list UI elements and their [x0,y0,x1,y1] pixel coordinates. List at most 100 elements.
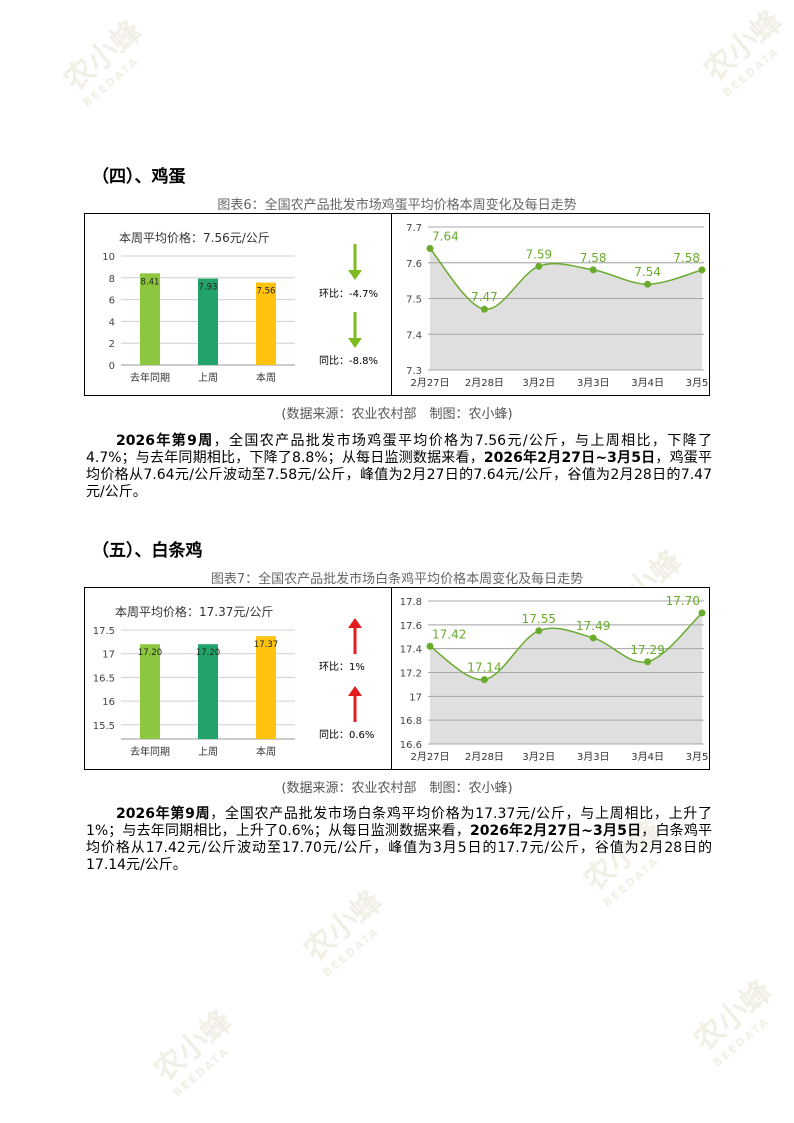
x-tick-label: 本周 [256,371,276,384]
data-point [644,658,652,666]
bar [198,644,218,739]
y-tick-label: 17.4 [400,645,422,656]
data-point [480,676,488,684]
y-tick-label: 16.8 [400,716,422,727]
figure-title: 图表7：全国农产品批发市场白条鸡平均价格本周变化及每日走势 [210,572,584,587]
y-tick-label: 7.6 [406,259,422,270]
data-label: 8.41 [141,277,160,287]
data-label: 17.14 [467,661,501,675]
arrow-up-icon [348,686,362,722]
x-tick-label: 3月3日 [577,377,610,389]
data-label: 17.20 [138,648,162,658]
data-point [480,305,488,313]
section-heading: （五）、白条鸡 [92,541,203,561]
bar [256,282,276,365]
data-source: (数据来源：农业农村部 制图：农小蜂) [281,407,513,422]
bar [140,644,160,739]
mom-label: 环比：1% [319,661,365,673]
yoy-label: 同比：0.6% [319,729,374,741]
paragraph: 2026年第9周，全国农产品批发市场白条鸡平均价格为17.37元/公斤，与上周相… [86,806,713,873]
data-label: 7.56 [257,287,276,297]
chart-panel: 本周平均价格：17.37元/公斤 环比：1% 同比：0.6% 15.5 16 16.… [84,587,710,770]
data-point [644,280,652,288]
data-label: 17.29 [630,643,664,657]
y-tick-label: 7.4 [406,330,422,341]
x-tick-label: 3月2日 [522,751,555,763]
x-tick-label: 2月27日 [410,751,449,763]
y-tick-label: 0 [109,361,115,372]
y-tick-label: 17.2 [400,669,422,680]
x-tick-label: 3月4日 [631,751,664,763]
y-tick-label: 7.7 [406,223,422,234]
bar [256,636,276,739]
data-label: 7.54 [634,265,661,279]
x-tick-label: 3月5日 [686,751,709,763]
y-tick-label: 17.8 [400,597,422,608]
data-label: 17.20 [196,648,220,658]
arrow-down-icon [348,244,362,280]
y-tick-label: 15.5 [93,721,115,732]
chart-panel: 本周平均价格：7.56元/公斤 环比：-4.7% 同比：-8.8% 0 2 4 6 8 1… [84,213,710,396]
series-line [429,612,703,681]
weekly-average-label: 本周平均价格：7.56元/公斤 [119,230,270,245]
data-label: 17.37 [254,640,278,650]
y-tick-label: 6 [109,296,115,307]
line-chart: 7.3 7.4 7.5 7.6 7.7 7.64 2月27日 7.47 2月28日 7.59 3月2… [406,223,709,389]
x-tick-label: 3月2日 [522,377,555,389]
bar-chart: 本周平均价格：17.37元/公斤 环比：1% 同比：0.6% 15.5 16 16.… [93,604,375,758]
data-label: 7.59 [525,247,552,261]
y-tick-label: 4 [109,317,115,328]
data-label: 17.42 [432,627,466,641]
x-tick-label: 本周 [256,745,276,758]
x-tick-label: 上周 [198,746,218,758]
data-label: 7.58 [673,251,700,265]
data-point [698,609,706,617]
weekly-average-label: 本周平均价格：17.37元/公斤 [115,604,273,619]
arrow-down-icon [348,312,362,348]
x-tick-label: 去年同期 [130,745,170,758]
y-tick-label: 16.6 [400,740,422,751]
y-tick-label: 17.5 [93,626,115,637]
data-point [426,642,434,650]
x-tick-label: 3月4日 [631,377,664,389]
data-label: 17.55 [522,612,556,626]
y-tick-label: 16.5 [93,673,115,684]
arrow-up-icon [348,618,362,654]
bar-chart: 本周平均价格：7.56元/公斤 环比：-4.7% 同比：-8.8% 0 2 4 6 8 1… [102,230,378,384]
area-fill [430,612,702,744]
panel-divider [391,214,392,395]
x-tick-label: 2月28日 [465,751,504,763]
section-heading: （四）、鸡蛋 [92,167,186,187]
x-tick-label: 3月3日 [577,751,610,763]
data-label: 7.47 [471,290,498,304]
paragraph: 2026年第9周，全国农产品批发市场鸡蛋平均价格为7.56元/公斤，与上周相比，… [86,433,713,500]
y-tick-label: 17 [409,692,422,703]
data-point [426,244,434,252]
panel-divider [391,588,392,769]
x-tick-label: 2月27日 [410,377,449,389]
bar [198,278,218,365]
data-point [698,266,706,274]
y-tick-label: 7.5 [406,295,422,306]
y-tick-label: 7.3 [406,366,422,377]
y-tick-label: 16 [102,697,115,708]
data-label: 17.70 [666,594,700,608]
x-tick-label: 去年同期 [130,371,170,384]
x-tick-label: 上周 [198,372,218,384]
yoy-label: 同比：-8.8% [319,355,378,367]
line-chart: 16.6 16.8 17 17.2 17.4 17.6 17.8 17.42 2月27日 17.1… [400,594,709,763]
y-tick-label: 10 [102,252,115,263]
figure-title: 图表6：全国农产品批发市场鸡蛋平均价格本周变化及每日走势 [217,198,577,213]
y-tick-label: 8 [109,274,115,285]
x-tick-label: 3月5日 [686,377,709,389]
data-label: 7.58 [580,251,607,265]
data-point [535,627,543,635]
data-point [589,634,597,642]
y-tick-label: 17 [102,650,115,661]
data-point [589,266,597,274]
y-tick-label: 17.6 [400,621,422,632]
mom-label: 环比：-4.7% [319,288,378,300]
